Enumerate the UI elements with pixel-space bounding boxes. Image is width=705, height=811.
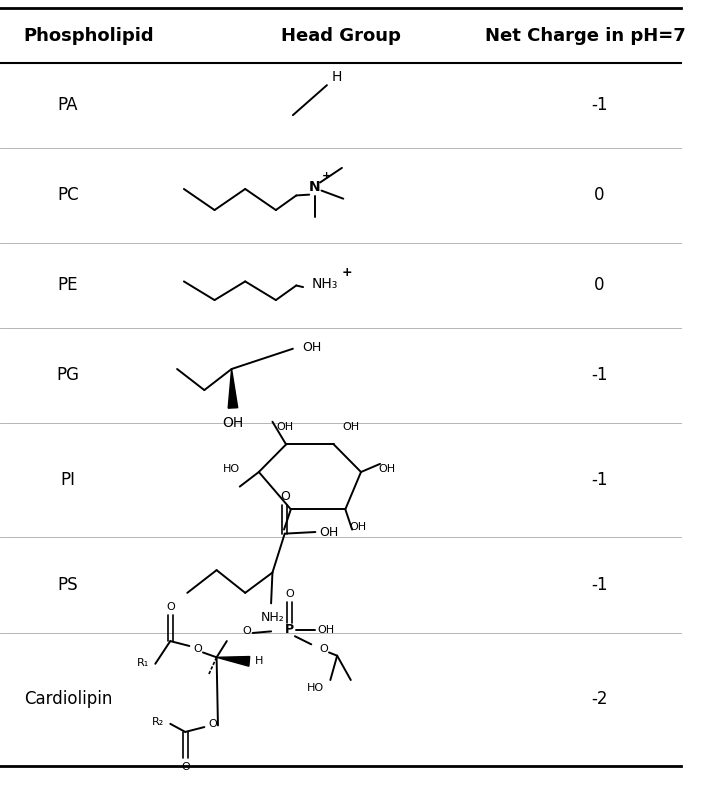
Text: -1: -1 [591,576,608,594]
Text: Phospholipid: Phospholipid [23,27,154,45]
Text: Cardiolipin: Cardiolipin [24,690,112,709]
Text: Net Charge in pH=7: Net Charge in pH=7 [485,27,686,45]
Text: PA: PA [58,97,78,114]
Polygon shape [216,657,250,666]
Text: O: O [319,644,328,654]
Text: Head Group: Head Group [281,27,400,45]
Text: PI: PI [61,471,75,489]
Text: H: H [331,70,342,84]
Text: 0: 0 [594,277,605,294]
Text: OH: OH [302,341,321,354]
Text: R₁: R₁ [137,658,149,668]
Text: O: O [166,602,175,612]
Text: H: H [255,656,263,667]
Text: N: N [309,180,321,195]
Text: O: O [193,644,202,654]
Text: +: + [341,266,352,279]
Text: PE: PE [58,277,78,294]
Text: HO: HO [307,683,324,693]
Text: HO: HO [223,464,240,474]
Text: O: O [208,719,217,729]
Text: NH₃: NH₃ [312,277,338,291]
Text: -1: -1 [591,367,608,384]
Text: O: O [285,589,294,599]
Text: -2: -2 [591,690,608,709]
Text: OH: OH [379,464,396,474]
Text: OH: OH [318,624,335,635]
Text: OH: OH [349,522,366,532]
Text: -1: -1 [591,471,608,489]
Text: OH: OH [222,415,243,430]
Text: PC: PC [57,187,79,204]
Text: PS: PS [58,576,78,594]
Text: OH: OH [319,526,338,539]
Text: R₂: R₂ [152,717,164,727]
Text: O: O [181,762,190,772]
Polygon shape [228,369,238,408]
Text: PG: PG [56,367,80,384]
Text: OH: OH [276,422,293,431]
Text: -1: -1 [591,97,608,114]
Text: NH₂: NH₂ [261,611,284,624]
Text: +: + [322,171,331,181]
Text: O: O [243,625,252,636]
Text: 0: 0 [594,187,605,204]
Text: P: P [285,623,294,637]
Text: O: O [280,490,290,503]
Text: OH: OH [342,422,360,431]
